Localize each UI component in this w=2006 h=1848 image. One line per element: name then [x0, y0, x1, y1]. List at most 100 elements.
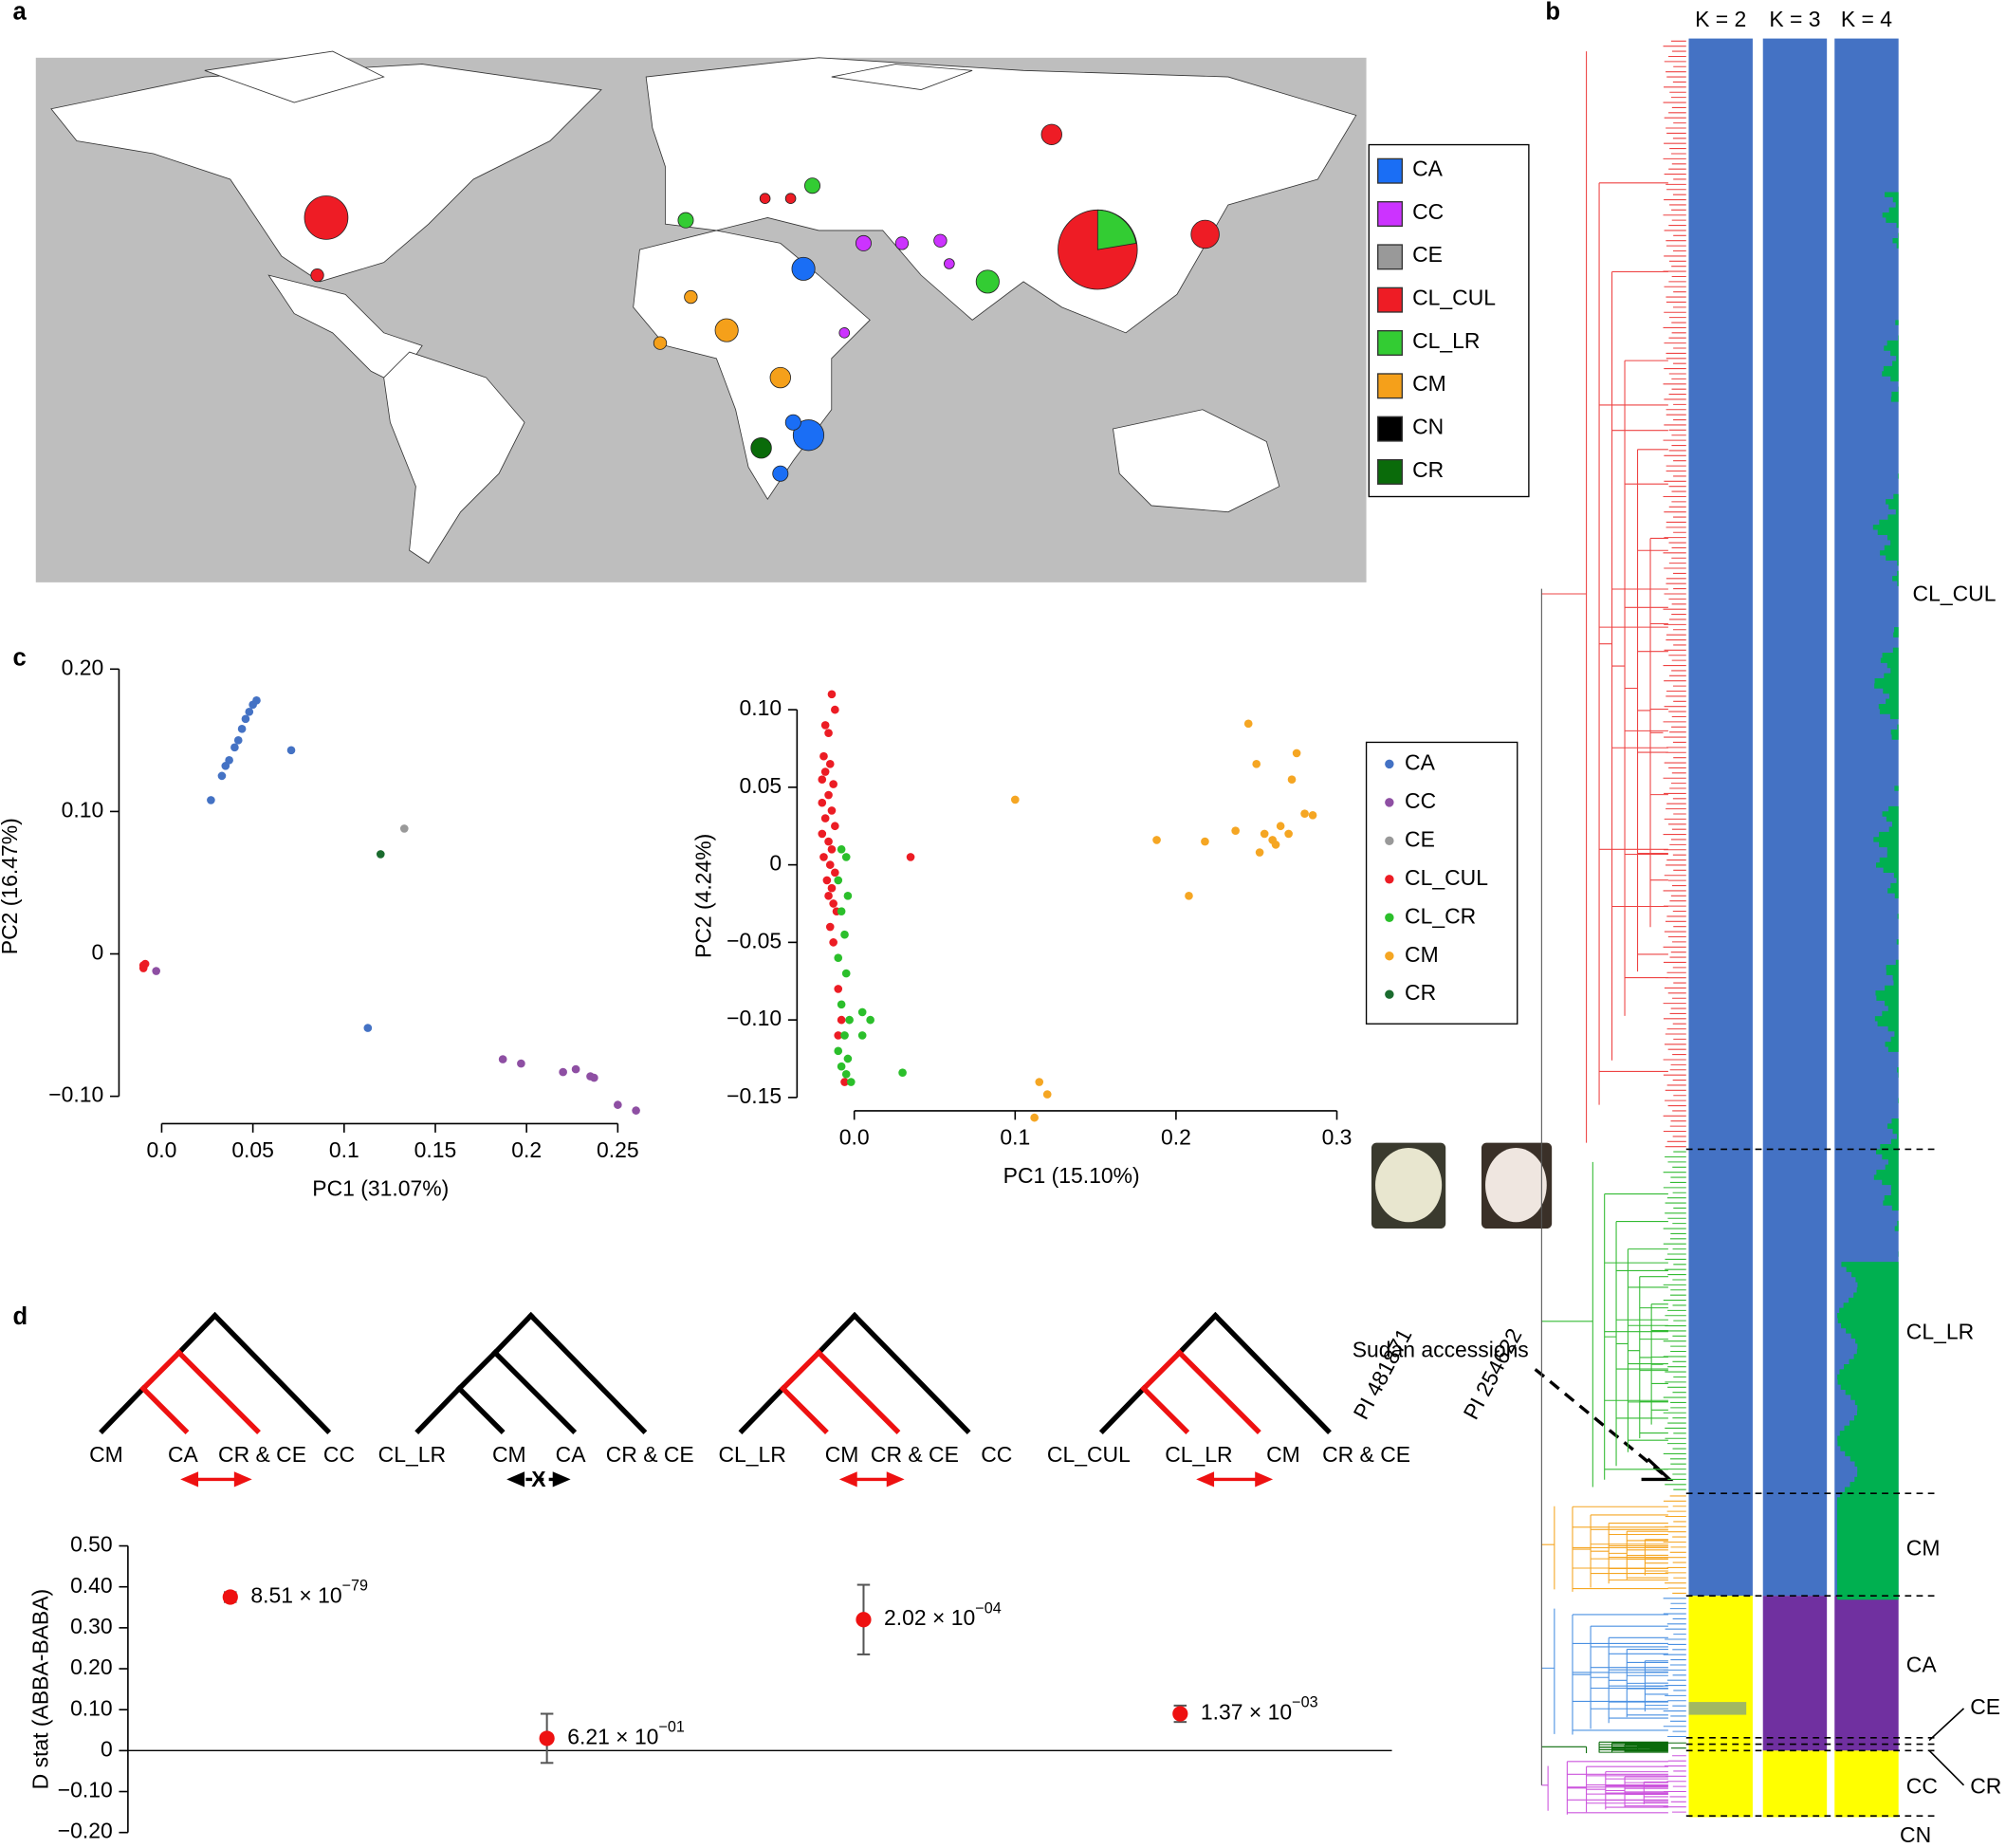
- legend-label: CE: [1412, 242, 1443, 267]
- point: [820, 721, 830, 730]
- point: [822, 876, 832, 885]
- tree-leaf-label: CM: [1266, 1442, 1300, 1467]
- p-value: 8.51 × 10−79: [250, 1578, 368, 1608]
- point: [152, 967, 161, 975]
- y-tick-label: 0.10: [62, 797, 104, 822]
- point: [539, 1730, 555, 1746]
- point: [1152, 836, 1161, 844]
- y-tick-label: 0.20: [62, 655, 104, 679]
- tree-branch: [455, 1349, 499, 1393]
- ancestry-block: [1762, 1750, 1828, 1818]
- legend-label: CL_LR: [1412, 328, 1480, 353]
- tree-branch: [1175, 1311, 1220, 1357]
- point: [517, 1059, 525, 1068]
- point: [829, 780, 837, 788]
- tree-branch: [815, 1311, 858, 1357]
- x-tick-label: 0.2: [511, 1137, 542, 1162]
- tree-branch: [211, 1311, 332, 1434]
- ancestry-block: [1834, 1596, 1899, 1751]
- x-tick-label: 0.0: [147, 1137, 177, 1162]
- legend-swatch: [1377, 244, 1404, 270]
- point: [1010, 795, 1020, 804]
- y-tick-label: 0.20: [70, 1654, 113, 1679]
- ancestry-admixture: [1836, 192, 1899, 1600]
- group-label: CM: [1906, 1536, 1941, 1561]
- point: [840, 930, 849, 939]
- x-tick-label: 0.15: [414, 1137, 457, 1162]
- point: [376, 850, 385, 859]
- tree-leaf-label: CM: [492, 1442, 526, 1467]
- point: [825, 922, 835, 932]
- point: [1276, 822, 1285, 831]
- p-value-exp: −79: [342, 1578, 368, 1595]
- k-header: K = 3: [1769, 7, 1820, 31]
- y-tick-label: −0.20: [58, 1819, 113, 1843]
- p-value-base: 1.37 × 10: [1201, 1700, 1292, 1725]
- tree-branch: [491, 1311, 535, 1357]
- legend-label: CM: [1405, 942, 1439, 967]
- point: [286, 746, 296, 755]
- tree-branch: [851, 1311, 971, 1434]
- tree-leaf-label: CM: [89, 1442, 123, 1467]
- point: [840, 1078, 849, 1086]
- point: [245, 708, 254, 716]
- tree-branch: [1140, 1384, 1190, 1434]
- tree-leaf-label: CC: [981, 1442, 1012, 1467]
- point: [857, 1031, 867, 1040]
- point: [820, 767, 830, 776]
- x-tick-label: 0.0: [839, 1125, 870, 1150]
- tree-leaf-label: CR & CE: [871, 1442, 959, 1467]
- group-label: CL_LR: [1906, 1320, 1974, 1344]
- point: [632, 1106, 640, 1115]
- x-axis-label: PC1 (31.07%): [312, 1176, 449, 1201]
- point: [834, 1031, 843, 1040]
- panel-label: b: [1545, 0, 1560, 25]
- tree-branch: [175, 1311, 219, 1357]
- point: [841, 853, 851, 861]
- point: [831, 868, 839, 878]
- dendrogram: [1541, 1741, 1686, 1754]
- ancestry-block: [1762, 1596, 1828, 1751]
- point: [233, 736, 243, 745]
- tree-branch: [1211, 1311, 1332, 1434]
- panel-label: a: [12, 0, 27, 25]
- group-label: CC: [1906, 1774, 1938, 1799]
- point: [1308, 810, 1317, 820]
- point: [845, 1015, 854, 1025]
- y-tick-label: −0.10: [58, 1778, 113, 1802]
- p-value: 2.02 × 10−04: [884, 1600, 1002, 1631]
- legend-label: CR: [1405, 980, 1436, 1005]
- legend-swatch: [1377, 157, 1404, 184]
- panel-label: c: [12, 645, 26, 672]
- point: [818, 775, 827, 785]
- point: [614, 1100, 622, 1109]
- point: [1243, 719, 1253, 729]
- dendrogram: [1541, 1151, 1686, 1490]
- point: [837, 1015, 846, 1025]
- point: [827, 844, 837, 854]
- y-tick-label: −0.10: [727, 1006, 782, 1030]
- legend-label: CL_CR: [1405, 903, 1476, 928]
- ancestry-block: [1688, 1750, 1753, 1818]
- map-legend-box: [1368, 143, 1530, 498]
- point: [829, 899, 837, 908]
- x-tick-label: 0.1: [1000, 1125, 1030, 1150]
- legend-marker: [1385, 798, 1394, 807]
- arrow-head: [552, 1471, 571, 1488]
- tree-branch: [99, 1384, 147, 1434]
- point: [1252, 760, 1261, 768]
- point: [207, 796, 215, 804]
- point: [498, 1055, 507, 1063]
- point: [1201, 837, 1209, 846]
- point: [906, 853, 915, 861]
- tree-branch: [1098, 1384, 1148, 1434]
- legend-label: CC: [1405, 788, 1436, 813]
- y-tick-label: 0: [101, 1736, 113, 1761]
- tree-branch: [1175, 1349, 1261, 1434]
- p-value-exp: −03: [1292, 1694, 1317, 1711]
- bracket: [1928, 1708, 1965, 1786]
- legend-swatch: [1377, 201, 1404, 228]
- tree-leaf-label: CR & CE: [218, 1442, 306, 1467]
- legend-marker: [1385, 989, 1394, 999]
- point: [1255, 848, 1264, 857]
